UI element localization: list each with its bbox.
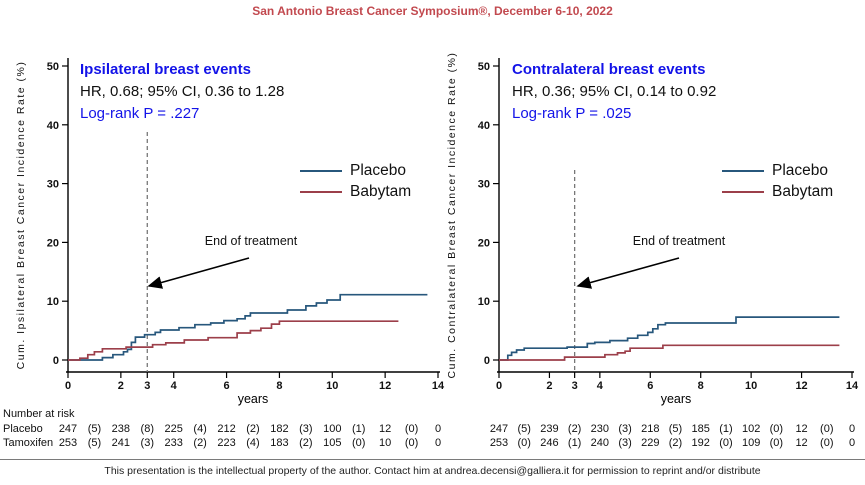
legend: Placebo Babytam [300, 160, 411, 202]
series-curve-placebo [499, 316, 840, 361]
x-axis-label: years [660, 392, 692, 406]
placebo-line-swatch [300, 169, 342, 172]
y-tick-label: 0 [484, 355, 490, 367]
panel-title: Ipsilateral breast events [80, 61, 251, 78]
x-tick-label: 14 [846, 380, 859, 392]
annotation-arrow [576, 257, 680, 289]
panel-title: Contralateral breast events [512, 61, 706, 78]
x-tick-label: 0 [496, 380, 502, 392]
x-tick-label: 6 [224, 380, 230, 392]
legend-item-babytam: Babytam [300, 181, 411, 202]
x-tick-label: 12 [795, 380, 807, 392]
x-tick-label: 6 [647, 380, 653, 392]
footer-divider [0, 459, 865, 460]
y-tick-label: 10 [478, 296, 490, 308]
x-tick-label: 3 [572, 380, 578, 392]
y-axis-label: Cum. Ipsilateral Breast Cancer Incidence… [15, 60, 27, 370]
x-tick-label: 2 [118, 380, 124, 392]
series-curve-babytam [499, 344, 840, 361]
legend-label: Babytam [350, 182, 412, 200]
legend-item-placebo: Placebo [722, 160, 833, 181]
x-tick-label: 4 [597, 380, 604, 392]
placebo-line-swatch [722, 169, 764, 172]
x-tick-label: 10 [745, 380, 757, 392]
y-tick-label: 10 [47, 296, 59, 308]
footer-text: This presentation is the intellectual pr… [104, 465, 761, 477]
hr-text: HR, 0.68; 95% CI, 0.36 to 1.28 [80, 83, 285, 100]
x-axis-label: years [237, 392, 269, 406]
y-tick-label: 20 [47, 237, 59, 249]
babytam-line-swatch [300, 190, 342, 193]
y-tick-label: 0 [53, 355, 59, 367]
end-of-treatment-annotation: End of treatment [632, 234, 726, 248]
left-panel-stats: Ipsilateral breast events HR, 0.68; 95% … [80, 59, 410, 125]
y-tick-label: 40 [47, 120, 59, 132]
y-tick-label: 40 [478, 120, 490, 132]
end-of-treatment-annotation: End of treatment [204, 234, 298, 248]
legend-item-placebo: Placebo [300, 160, 411, 181]
legend-label: Babytam [772, 182, 834, 200]
series-curve-placebo [68, 293, 428, 361]
hr-text: HR, 0.36; 95% CI, 0.14 to 0.92 [512, 83, 717, 100]
y-tick-label: 30 [47, 179, 59, 191]
logrank-text: Log-rank P = .025 [512, 105, 632, 122]
x-tick-label: 10 [326, 380, 338, 392]
slide-title: San Antonio Breast Cancer Symposium®, De… [252, 4, 613, 18]
legend-item-babytam: Babytam [722, 181, 833, 202]
x-tick-label: 4 [171, 380, 178, 392]
series-curve-babytam [68, 320, 399, 361]
x-tick-label: 3 [144, 380, 150, 392]
x-tick-label: 2 [546, 380, 552, 392]
y-tick-label: 20 [478, 237, 490, 249]
x-tick-label: 8 [698, 380, 704, 392]
legend: Placebo Babytam [722, 160, 833, 202]
y-axis-label: Cum. Contralateral Breast Cancer Inciden… [446, 51, 458, 379]
y-tick-label: 30 [478, 179, 490, 191]
annotation-arrow [147, 257, 250, 289]
babytam-line-swatch [722, 190, 764, 193]
x-tick-label: 12 [379, 380, 391, 392]
x-tick-label: 8 [276, 380, 282, 392]
legend-label: Placebo [772, 161, 829, 179]
y-tick-label: 50 [47, 61, 59, 73]
x-tick-label: 0 [65, 380, 71, 392]
y-tick-label: 50 [478, 61, 490, 73]
legend-label: Placebo [350, 161, 407, 179]
km-plots-canvas: 0 10 20 30 40 50 0 2 3 4 6 8 10 12 14 0 10 20 30 40 50 0 2 3 4 6 8… [47, 58, 859, 392]
x-tick-label: 14 [432, 380, 445, 392]
logrank-text: Log-rank P = .227 [80, 105, 200, 122]
right-panel-stats: Contralateral breast events HR, 0.36; 95… [512, 59, 842, 125]
